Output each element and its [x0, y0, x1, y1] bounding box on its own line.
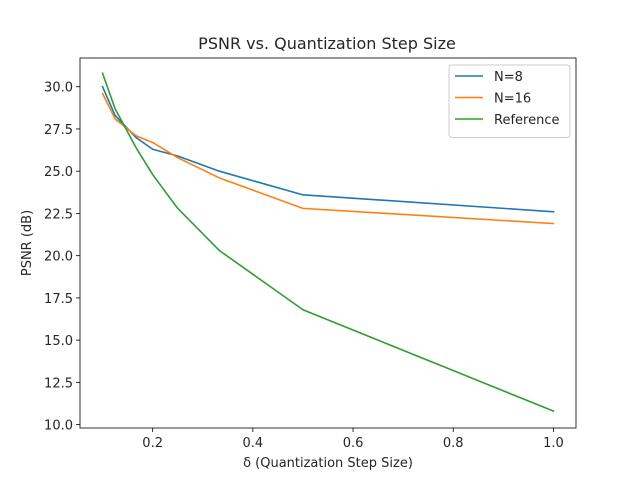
x-tick-label: 0.4	[243, 436, 264, 451]
legend: N=8 N=16 Reference	[448, 64, 571, 138]
series-line-n-8	[101, 85, 555, 213]
y-axis-label: PSNR (dB)	[20, 210, 35, 276]
x-tick-label: 0.8	[443, 436, 464, 451]
y-tick-label: 12.5	[44, 376, 73, 391]
y-tick-label: 27.5	[44, 123, 73, 138]
x-tick-label: 0.6	[343, 436, 364, 451]
x-axis-label: δ (Quantization Step Size)	[243, 456, 413, 471]
y-tick-label: 20.0	[44, 250, 73, 265]
legend-label: Reference	[494, 113, 559, 128]
y-tick-label: 17.5	[44, 292, 73, 307]
y-tick-label: 10.0	[44, 419, 73, 434]
legend-label: N=16	[494, 92, 531, 107]
y-tick-label: 30.0	[44, 81, 73, 96]
y-tick-label: 15.0	[44, 334, 73, 349]
x-tick-label: 1.0	[543, 436, 564, 451]
y-tick-label: 22.5	[44, 207, 73, 222]
x-tick-label: 0.2	[142, 436, 163, 451]
chart-title: PSNR vs. Quantization Step Size	[198, 34, 456, 53]
y-tick-label: 25.0	[44, 165, 73, 180]
legend-label: N=8	[494, 70, 523, 85]
series-line-reference	[101, 72, 555, 413]
series-line-n-16	[101, 92, 555, 225]
plot-frame	[79, 57, 577, 429]
